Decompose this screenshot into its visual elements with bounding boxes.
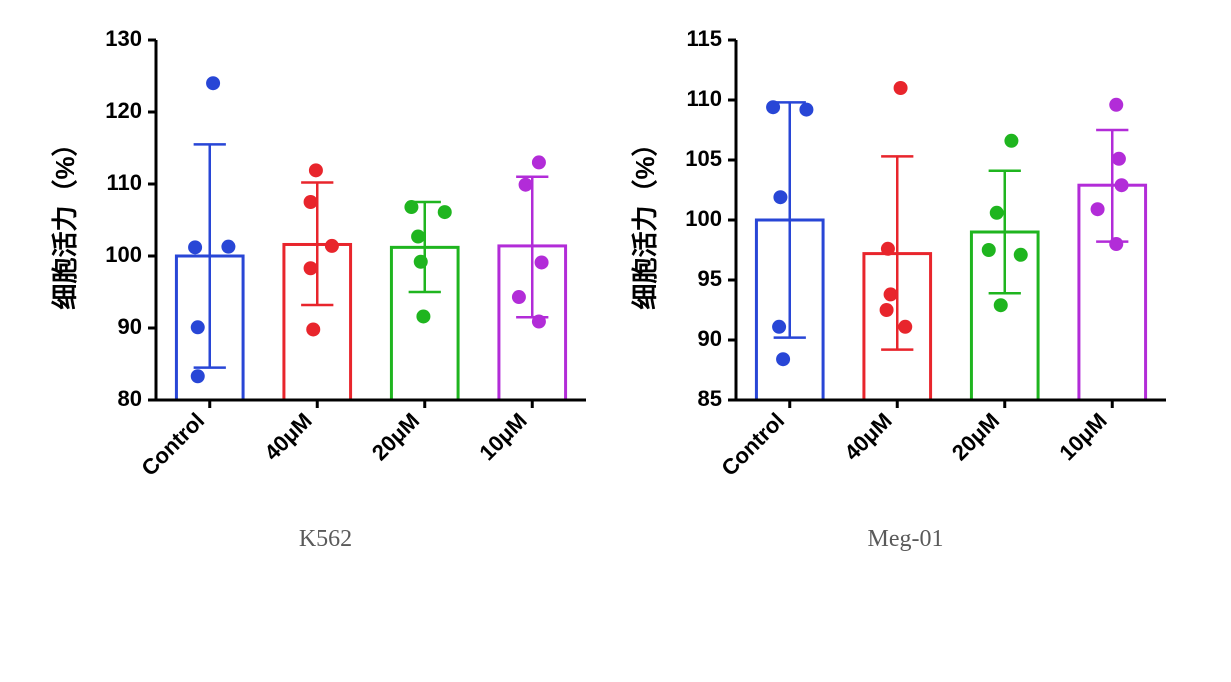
scatter-point: [511, 290, 525, 304]
figure-row: 80 90 100 110 120 130 Control 40μM 20μM 10μM 细胞活力（…: [0, 0, 1231, 573]
y-tick-label: 100: [105, 242, 142, 267]
panel-meg01: 85 90 95 100 105 110 115 Control 40μM 20μM 10μM 细胞活…: [626, 30, 1186, 553]
scatter-point: [411, 230, 425, 244]
scatter-point: [1013, 248, 1027, 262]
scatter-point: [531, 155, 545, 169]
x-tick-label: 40μM: [839, 408, 896, 465]
y-tick-label: 90: [117, 314, 141, 339]
scatter-point: [206, 76, 220, 90]
scatter-point: [221, 240, 235, 254]
scatter-point: [437, 205, 451, 219]
scatter-point: [303, 195, 317, 209]
scatter-point: [308, 163, 322, 177]
y-tick-label: 90: [697, 326, 721, 351]
x-tick-label: Control: [136, 408, 209, 481]
scatter-point: [413, 255, 427, 269]
scatter-point: [880, 242, 894, 256]
y-tick-label: 85: [697, 386, 721, 411]
scatter-point: [799, 103, 813, 117]
y-tick-label: 130: [105, 30, 142, 51]
scatter-point: [416, 309, 430, 323]
x-tick-label: Control: [716, 408, 789, 481]
scatter-point: [324, 239, 338, 253]
x-tick-label: 10μM: [474, 408, 531, 465]
scatter-point: [989, 206, 1003, 220]
y-tick-label: 115: [686, 30, 722, 51]
y-tick-label: 80: [117, 386, 141, 411]
chart-meg01: 85 90 95 100 105 110 115 Control 40μM 20μM 10μM 细胞活…: [626, 30, 1186, 520]
scatter-point: [883, 287, 897, 301]
scatter-point: [773, 190, 787, 204]
scatter-point: [898, 320, 912, 334]
y-tick-label: 110: [686, 86, 722, 111]
scatter-point: [518, 178, 532, 192]
scatter-point: [993, 298, 1007, 312]
scatter-point: [1109, 237, 1123, 251]
chart-k562: 80 90 100 110 120 130 Control 40μM 20μM 10μM 细胞活力（…: [46, 30, 606, 520]
scatter-point: [1114, 178, 1128, 192]
scatter-point: [981, 243, 995, 257]
scatter-point: [879, 303, 893, 317]
scatter-point: [534, 255, 548, 269]
scatter-point: [893, 81, 907, 95]
scatter-point: [303, 261, 317, 275]
y-tick-label: 110: [106, 170, 142, 195]
y-tick-label: 105: [685, 146, 722, 171]
scatter-point: [1004, 134, 1018, 148]
scatter-point: [190, 320, 204, 334]
y-axis-label: 细胞活力（%）: [630, 130, 660, 309]
scatter-point: [1090, 202, 1104, 216]
scatter-point: [404, 200, 418, 214]
scatter-point: [766, 100, 780, 114]
x-tick-label: 20μM: [366, 408, 423, 465]
scatter-point: [1111, 152, 1125, 166]
scatter-point: [531, 315, 545, 329]
scatter-point: [188, 240, 202, 254]
x-tick-label: 10μM: [1054, 408, 1111, 465]
y-tick-label: 100: [685, 206, 722, 231]
panel-k562: 80 90 100 110 120 130 Control 40μM 20μM 10μM 细胞活力（…: [46, 30, 606, 553]
y-axis-label: 细胞活力（%）: [50, 130, 80, 309]
panel-title-meg01: Meg-01: [868, 526, 944, 553]
scatter-point: [772, 320, 786, 334]
panel-title-k562: K562: [299, 526, 352, 553]
y-tick-label: 95: [697, 266, 721, 291]
scatter-point: [190, 369, 204, 383]
y-tick-label: 120: [105, 98, 142, 123]
x-tick-label: 40μM: [259, 408, 316, 465]
scatter-point: [776, 352, 790, 366]
x-tick-label: 20μM: [946, 408, 1003, 465]
scatter-point: [306, 322, 320, 336]
scatter-point: [1109, 98, 1123, 112]
